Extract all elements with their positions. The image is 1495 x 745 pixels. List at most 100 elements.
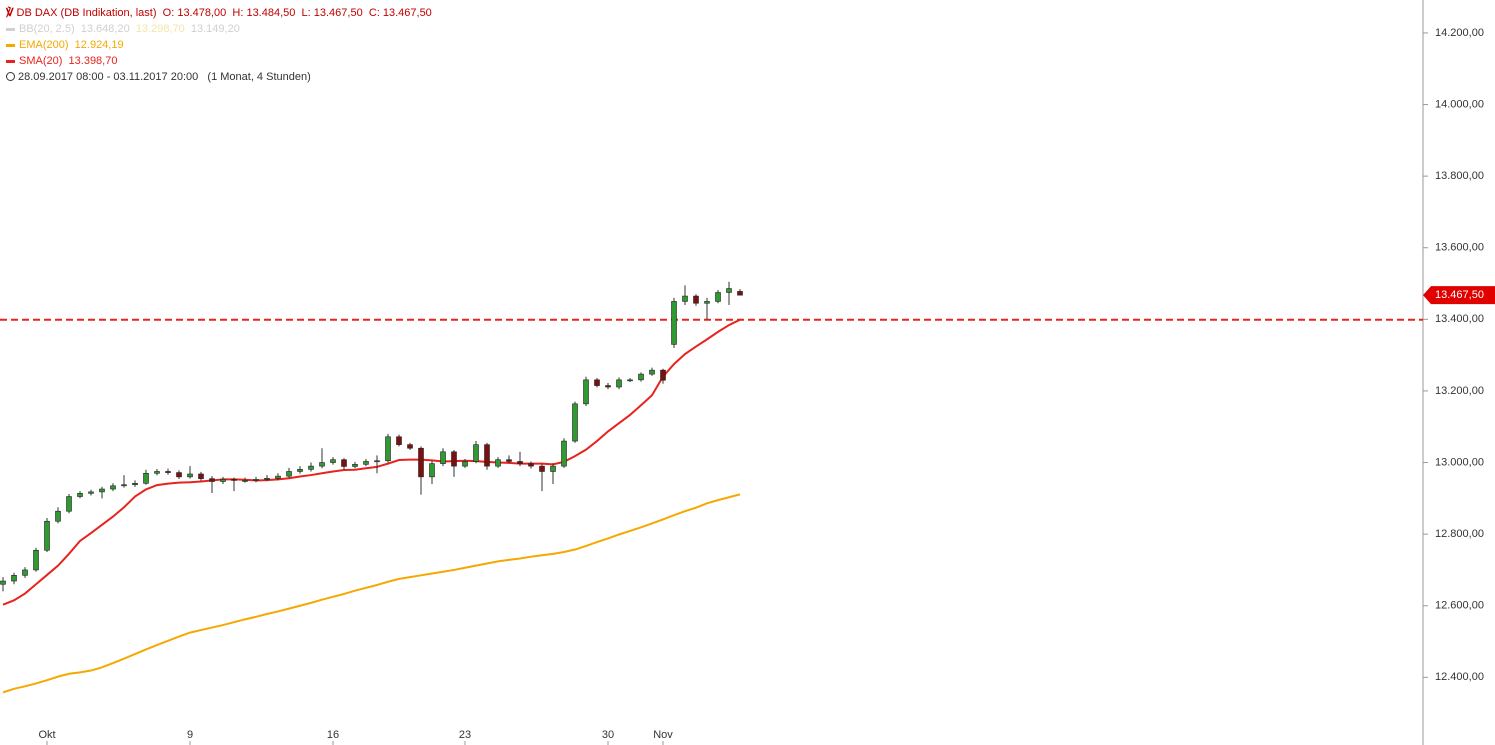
title-line: ℣ DB DAX (DB Indikation, last) O: 13.478,…	[6, 5, 432, 21]
legend-swatch	[6, 27, 15, 31]
candle-body	[396, 436, 402, 445]
candle-body	[627, 379, 633, 382]
candle-body	[264, 477, 270, 480]
indicator-line	[2, 318, 741, 606]
candle-body	[319, 462, 325, 467]
candle-body	[726, 288, 732, 293]
candle-body	[88, 491, 94, 494]
y-tick-label: 13.000,00	[1435, 456, 1484, 468]
candle-body	[132, 483, 138, 486]
indicator-line	[2, 493, 741, 694]
candle-body	[495, 459, 501, 467]
candle-body	[704, 301, 710, 304]
candle-body	[616, 379, 622, 388]
period: (1 Monat, 4 Stunden)	[207, 71, 311, 83]
candle-body	[605, 385, 611, 388]
candle-body	[165, 471, 171, 473]
candle-body	[462, 461, 468, 467]
candle-body	[275, 475, 281, 479]
y-tick-label: 14.000,00	[1435, 98, 1484, 110]
legend-name: BB(20, 2.5)	[19, 23, 75, 35]
candle-body	[407, 444, 413, 449]
candle-body	[220, 479, 226, 482]
candle-body	[517, 461, 523, 464]
clock-icon	[6, 72, 15, 81]
candle-body	[429, 463, 435, 478]
y-tick-label: 13.800,00	[1435, 170, 1484, 182]
candle-body	[341, 459, 347, 467]
candle-body	[308, 465, 314, 470]
candle-body	[638, 373, 644, 381]
y-tick-label: 14.200,00	[1435, 27, 1484, 39]
candle-body	[176, 472, 182, 478]
candle-body	[33, 549, 39, 571]
candle-body	[22, 569, 28, 576]
x-tick-label: 9	[187, 729, 193, 741]
candle-body	[77, 493, 83, 497]
candle-body	[363, 461, 369, 465]
legend-ema: EMA(200) 12.924,19	[6, 37, 432, 53]
candle-body	[198, 473, 204, 479]
candle-body	[154, 471, 160, 474]
candle-body	[484, 444, 490, 467]
legend-value: 13.298,70	[135, 23, 185, 35]
ohlc: O: 13.478,00	[162, 7, 227, 19]
chart-title: DB DAX (DB Indikation, last)	[16, 7, 157, 19]
candle-body	[66, 496, 72, 512]
x-tick-label: Okt	[38, 729, 55, 741]
candle-body	[528, 463, 534, 467]
candle-body	[693, 295, 699, 304]
y-tick-label: 12.400,00	[1435, 671, 1484, 683]
candle-body	[572, 403, 578, 442]
candle-body	[561, 440, 567, 467]
y-tick-label: 12.800,00	[1435, 528, 1484, 540]
legend-value: 13.398,70	[68, 55, 118, 67]
candle-body	[11, 575, 17, 582]
candle-body	[539, 465, 545, 472]
range-line: 28.09.2017 08:00 - 03.11.2017 20:00 (1 M…	[6, 69, 432, 85]
ohlc: C: 13.467,50	[368, 7, 432, 19]
legend-swatch	[6, 59, 15, 63]
candle-body	[242, 480, 248, 482]
legend-value: 13.648,20	[80, 23, 130, 35]
candle-body	[231, 479, 237, 481]
y-tick-label: 13.200,00	[1435, 385, 1484, 397]
x-tick-label: 30	[602, 729, 614, 741]
candle-body	[451, 451, 457, 467]
y-tick-label: 13.400,00	[1435, 313, 1484, 325]
y-tick-label: 13.600,00	[1435, 242, 1484, 254]
candle-body	[374, 460, 380, 463]
candle-body	[671, 301, 677, 345]
candle-body	[121, 484, 127, 487]
x-tick-label: 23	[459, 729, 471, 741]
candle-body	[297, 469, 303, 472]
header: ℣ DB DAX (DB Indikation, last) O: 13.478,…	[6, 5, 432, 85]
candle-body	[440, 451, 446, 464]
candle-body	[583, 379, 589, 405]
candle-body	[594, 379, 600, 386]
candle-body	[737, 291, 743, 296]
legend-sma: SMA(20) 13.398,70	[6, 53, 432, 69]
candle-body	[253, 479, 259, 481]
candle-body	[99, 488, 105, 493]
candle-body	[330, 459, 336, 463]
y-tick-label: 12.600,00	[1435, 600, 1484, 612]
candle-body	[418, 447, 424, 478]
candle-body	[143, 472, 149, 484]
legend-name: SMA(20)	[19, 55, 63, 67]
candle-body	[385, 436, 391, 462]
candle-body	[660, 369, 666, 381]
candle-body	[44, 520, 50, 551]
date-range: 28.09.2017 08:00 - 03.11.2017 20:00	[18, 71, 199, 83]
legend-value: 12.924,19	[74, 39, 124, 51]
candle-body	[352, 464, 358, 467]
legend-value: 13.149,20	[190, 23, 240, 35]
candle-body	[286, 471, 292, 477]
candle-body	[550, 465, 556, 472]
ohlc: L: 13.467,50	[301, 7, 363, 19]
candle-body	[187, 473, 193, 478]
ohlc: H: 13.484,50	[232, 7, 296, 19]
x-tick-label: Nov	[653, 729, 673, 741]
